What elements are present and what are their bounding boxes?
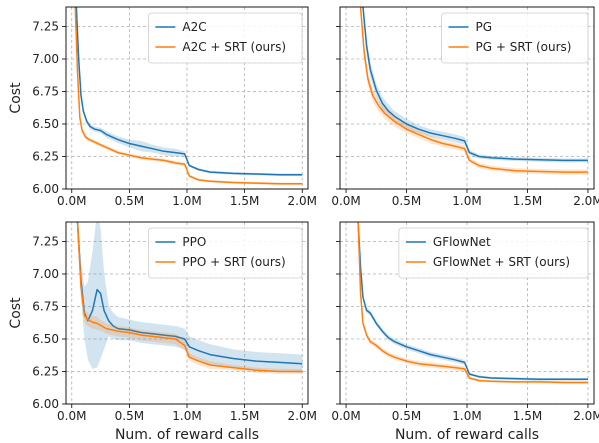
series-line-2 <box>74 7 303 185</box>
plot-area <box>359 7 588 175</box>
y-tick-label: 7.25 <box>32 235 59 249</box>
chart-panel-3: 0.0M 0.5M 1.0M 1.5M 2.0M 6.00 6.25 6.50 6.75 7.00… <box>8 221 317 443</box>
x-tick-label: 2.0M <box>288 409 317 423</box>
series-line-2 <box>76 222 303 373</box>
legend-label: A2C + SRT (ours) <box>182 40 286 54</box>
y-axis-label: Cost <box>8 297 24 329</box>
x-tick-label: 1.0M <box>452 409 481 423</box>
series-line-1 <box>362 7 588 162</box>
y-tick-label: 6.50 <box>32 117 59 131</box>
chart-panel-1: 0.0M 0.5M 1.0M 1.5M 2.0M 6.00 6.25 6.50 6.75 7.00… <box>8 6 317 208</box>
series-line-2 <box>359 7 588 173</box>
legend-label: PG + SRT (ours) <box>476 40 572 54</box>
x-tick-label: 1.5M <box>513 409 542 423</box>
x-tick-label: 0.0M <box>57 194 86 208</box>
x-tick-label: 0.0M <box>57 409 86 423</box>
x-tick-label: 1.5M <box>230 409 259 423</box>
y-tick-label: 6.75 <box>32 300 59 314</box>
x-tick-label: 0.5M <box>115 409 144 423</box>
y-tick-label: 6.75 <box>32 85 59 99</box>
x-tick-label: 0.5M <box>392 194 421 208</box>
x-tick-label: 1.0M <box>452 194 481 208</box>
x-tick-label: 2.0M <box>288 194 317 208</box>
y-tick-label: 7.25 <box>32 20 59 34</box>
x-tick-label: 0.5M <box>115 194 144 208</box>
plot-area <box>76 222 303 375</box>
legend-box <box>147 12 303 64</box>
y-tick-label: 6.00 <box>32 182 59 196</box>
x-tick-label: 2.0M <box>573 194 599 208</box>
y-tick-label: 6.25 <box>32 150 59 164</box>
plot-area <box>74 7 303 186</box>
legend-label: PPO <box>182 235 206 249</box>
series-line-2 <box>357 222 588 384</box>
y-tick-label: 6.50 <box>32 332 59 346</box>
x-axis-label: Num. of reward calls <box>395 427 539 443</box>
x-tick-label: 1.0M <box>172 194 201 208</box>
series-band-2 <box>360 7 588 175</box>
series-band-2 <box>77 222 303 375</box>
chart-panel-4: 0.0M 0.5M 1.0M 1.5M 2.0M Num. of reward calls… <box>331 221 599 443</box>
legend: PG PG + SRT (ours) <box>441 12 589 64</box>
legend: GFlowNet GFlowNet + SRT (ours) <box>398 227 589 279</box>
legend-box <box>441 12 589 64</box>
y-tick-label: 7.00 <box>32 52 59 66</box>
x-tick-label: 2.0M <box>573 409 599 423</box>
chart-panel-2: 0.0M 0.5M 1.0M 1.5M 2.0M PG PG + SRT (ours) <box>331 6 599 208</box>
y-tick-label: 6.25 <box>32 365 59 379</box>
legend-label: PG <box>476 20 493 34</box>
x-tick-label: 1.5M <box>513 194 542 208</box>
x-tick-label: 1.5M <box>230 194 259 208</box>
y-tick-label: 6.00 <box>32 397 59 411</box>
series-line-1 <box>76 222 303 365</box>
legend-label: GFlowNet <box>433 235 491 249</box>
x-tick-label: 1.0M <box>172 409 201 423</box>
legend-label: A2C <box>182 20 206 34</box>
legend-box <box>147 227 303 279</box>
legend-box <box>398 227 589 279</box>
series-band-1 <box>77 222 303 373</box>
legend-label: GFlowNet + SRT (ours) <box>433 255 570 269</box>
x-axis-label: Num. of reward calls <box>115 427 259 443</box>
series-line-1 <box>357 222 588 381</box>
series-line-1 <box>75 7 303 176</box>
y-axis-label: Cost <box>8 82 24 114</box>
legend-label: PPO + SRT (ours) <box>182 255 285 269</box>
plot-area <box>357 222 588 384</box>
y-tick-label: 7.00 <box>32 267 59 281</box>
x-tick-label: 0.0M <box>331 194 360 208</box>
x-tick-label: 0.0M <box>331 409 360 423</box>
legend: PPO PPO + SRT (ours) <box>147 227 303 279</box>
legend: A2C A2C + SRT (ours) <box>147 12 303 64</box>
x-tick-label: 0.5M <box>392 409 421 423</box>
